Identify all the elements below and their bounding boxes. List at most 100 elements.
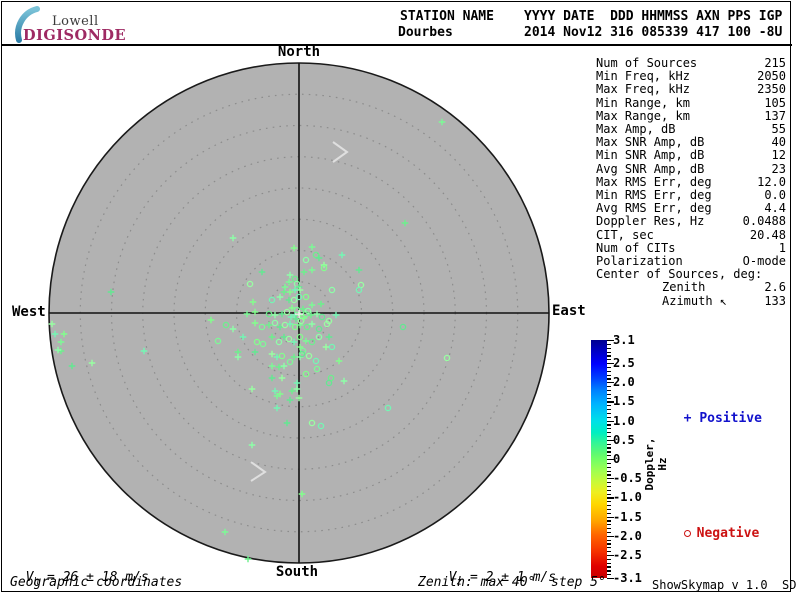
positive-doppler-source xyxy=(295,283,303,291)
positive-doppler-source xyxy=(271,311,279,319)
colorbar-minor-tick xyxy=(607,351,611,353)
stat-row: CIT, sec 20.48 xyxy=(596,227,786,242)
stat-row: Min SNR Amp, dB 12 xyxy=(596,149,786,162)
positive-doppler-source xyxy=(293,385,301,393)
positive-doppler-source xyxy=(332,311,340,319)
stat-value: 2350 xyxy=(757,82,786,97)
stat-value: 20.48 xyxy=(749,227,786,242)
colorbar-minor-tick xyxy=(607,493,611,495)
negative-doppler-source xyxy=(355,286,363,294)
positive-doppler-source xyxy=(292,315,300,323)
positive-doppler-source xyxy=(300,268,308,276)
negative-doppler-source xyxy=(222,321,230,329)
negative-doppler-source xyxy=(296,333,304,341)
positive-doppler-source xyxy=(322,343,330,351)
stat-label: Num of CITs xyxy=(596,240,676,255)
colorbar-axis-title: Doppler, Hz xyxy=(643,437,669,491)
compass-west-label: West xyxy=(12,304,46,320)
colorbar-major-tick xyxy=(607,439,614,441)
positive-doppler-source xyxy=(290,338,298,346)
positive-doppler-source xyxy=(57,347,65,355)
stat-row: Max RMS Err, deg 12.0 xyxy=(596,175,786,189)
colorbar-minor-tick xyxy=(607,386,611,388)
positive-doppler-source xyxy=(287,313,295,321)
negative-doppler-source xyxy=(313,365,321,373)
colorbar-minor-tick xyxy=(607,389,611,392)
colorbar-major-tick xyxy=(607,401,614,403)
positive-doppler-source xyxy=(299,305,307,313)
negative-doppler-source xyxy=(304,307,312,315)
colorbar-minor-tick xyxy=(607,462,611,465)
positive-doppler-source xyxy=(276,323,284,331)
negative-doppler-source xyxy=(285,335,293,343)
stat-value: 55 xyxy=(771,122,786,137)
stat-label: Avg RMS Err, deg xyxy=(596,201,712,216)
colorbar-minor-tick xyxy=(607,432,611,434)
colorbar-major-tick xyxy=(607,420,614,422)
negative-doppler-source xyxy=(325,379,333,387)
stat-value: 215 xyxy=(764,56,786,70)
negative-doppler-source xyxy=(258,323,266,331)
stat-label: Polarization xyxy=(596,254,683,269)
colorbar-minor-tick xyxy=(607,501,611,503)
lowell-digisonde-logo: Lowell DIGISONDE xyxy=(8,5,138,44)
stat-label: Min SNR Amp, dB xyxy=(596,148,705,163)
positive-doppler-source xyxy=(290,353,298,361)
stat-row: Zenith 2.6 xyxy=(596,281,786,294)
positive-doppler-source xyxy=(290,244,298,252)
colorbar-major-tick xyxy=(607,535,614,537)
positive-doppler-source xyxy=(276,293,284,301)
compass-east-label: East xyxy=(552,303,586,319)
stat-value: 40 xyxy=(771,135,786,150)
colorbar-minor-tick xyxy=(607,412,611,415)
positive-doppler-source xyxy=(251,319,259,327)
colorbar-minor-tick xyxy=(607,482,611,484)
stat-value: 133 xyxy=(764,293,786,308)
positive-doppler-source xyxy=(57,338,65,346)
negative-doppler-source xyxy=(323,320,331,328)
stat-label: Doppler Res, Hz xyxy=(596,214,705,229)
negative-doppler-source xyxy=(271,319,279,327)
positive-doppler-source xyxy=(295,394,303,402)
stat-label: Min RMS Err, deg xyxy=(596,188,712,203)
stat-row: Num of Sources 215 xyxy=(596,56,786,70)
colorbar-tick-label: 2.0 xyxy=(613,375,635,390)
colorbar-major-tick xyxy=(607,363,614,365)
colorbar-tick-label: 3.1 xyxy=(613,333,635,347)
colorbar-minor-tick xyxy=(607,485,611,488)
colorbar-tick-label: -3.1 xyxy=(613,571,642,585)
logo-lowell-text: Lowell xyxy=(52,14,99,29)
colorbar-minor-tick xyxy=(607,455,611,457)
colorbar-tick-label: 2.5 xyxy=(613,356,635,371)
stat-label: Num of Sources xyxy=(596,56,698,70)
colorbar-minor-tick xyxy=(607,539,611,541)
negative-doppler-source xyxy=(259,340,267,348)
horizontal-velocity-readout: Vh = 26 ± 18 m/s xyxy=(25,570,149,588)
colorbar-tick-label: -1.0 xyxy=(613,490,642,505)
positive-doppler-source xyxy=(308,320,316,328)
positive-doppler-source xyxy=(296,311,304,319)
positive-doppler-source xyxy=(248,385,256,393)
negative-doppler-source xyxy=(302,293,310,301)
positive-doppler-source xyxy=(308,301,316,309)
negative-doppler-source xyxy=(246,280,254,288)
colorbar-tick-label: 0 xyxy=(613,452,621,466)
negative-doppler-source xyxy=(312,357,320,365)
colorbar-minor-tick xyxy=(607,443,611,445)
positive-doppler-source xyxy=(355,266,363,274)
negative-legend: Negative xyxy=(668,511,759,541)
positive-doppler-source xyxy=(48,320,56,328)
negative-doppler-source xyxy=(328,343,336,351)
stats-panel: Num of Sources 215 Min Freq, kHz 2050 Max Fr… xyxy=(596,56,786,308)
positive-doppler-source xyxy=(54,346,62,354)
positive-doppler-source xyxy=(302,337,310,345)
colorbar-minor-tick xyxy=(607,378,611,380)
colorbar-minor-tick xyxy=(607,370,611,372)
negative-doppler-source xyxy=(290,296,298,304)
positive-doppler-source xyxy=(317,300,325,308)
circle-marker-icon xyxy=(683,530,691,537)
colorbar-minor-tick xyxy=(607,393,611,395)
colorbar-minor-tick xyxy=(607,451,611,453)
colorbar-major-tick xyxy=(607,459,614,461)
positive-doppler-source xyxy=(278,374,286,382)
